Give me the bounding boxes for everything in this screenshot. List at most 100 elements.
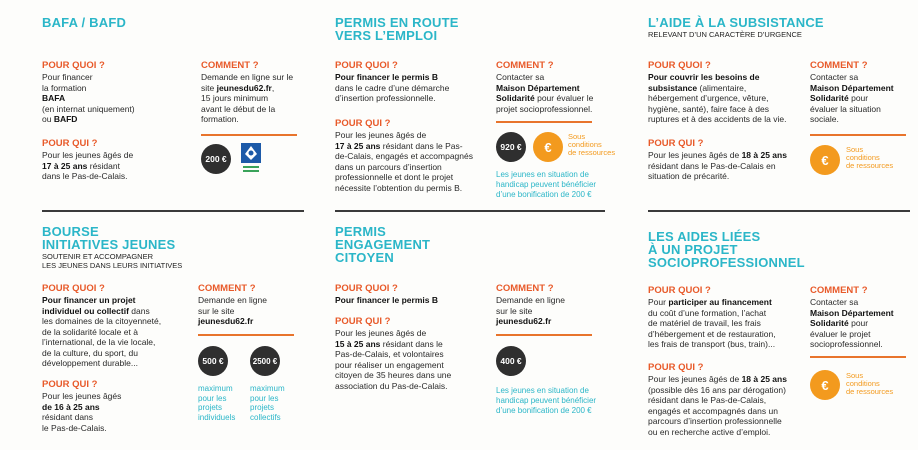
- card-permis-citoyen: PERMIS ENGAGEMENT CITOYEN: [335, 225, 595, 264]
- comment-label: COMMENT ?: [496, 283, 554, 294]
- card-aides-projet: LES AIDES LIÉES À UN PROJET SOCIOPROFESS…: [648, 230, 908, 269]
- text-line: de la solidarité locale et à: [42, 326, 138, 337]
- text-line: sur le site: [496, 305, 533, 316]
- orange-rule: [496, 334, 592, 336]
- website-link[interactable]: jeunesdu62.fr: [496, 316, 552, 326]
- euro-icon: €: [810, 145, 840, 175]
- text-line: Pour financer le permis B: [335, 295, 438, 305]
- text-line: Les jeunes en situation de: [496, 386, 589, 395]
- card-bafa: BAFA / BAFD: [42, 16, 302, 29]
- text-line: site: [201, 82, 217, 93]
- text-line: pour réaliser un engagement: [335, 359, 444, 370]
- handicap-note: Les jeunes en situation de handicap peuv…: [496, 170, 596, 200]
- text-line: d’une bonification de 200 €: [496, 190, 592, 199]
- text-line: 17 à 25 ans: [42, 160, 88, 171]
- text-line: l’international, de la vie locale,: [42, 337, 156, 347]
- amount-badge: 500 €: [198, 346, 228, 376]
- text-line: de ressources: [568, 148, 616, 157]
- text-line: pour les: [198, 393, 227, 403]
- text-line: pour les: [250, 393, 279, 403]
- text-line: du coût d’une formation, l’achat: [648, 307, 767, 318]
- text-line: participer au financement: [668, 297, 772, 307]
- comment-label: COMMENT ?: [810, 60, 868, 71]
- text-line: citoyen de 35 heures dans une: [335, 370, 452, 380]
- text-line: conditions: [846, 153, 880, 162]
- pourqui-label: POUR QUI ?: [648, 362, 704, 373]
- text-line: projets: [250, 403, 275, 412]
- text-line: Demande en ligne: [198, 295, 267, 305]
- text-line: dans: [128, 305, 150, 316]
- text-line: Contacter sa: [496, 72, 545, 82]
- pourqui-label: POUR QUI ?: [335, 118, 391, 129]
- text-line: conditions: [568, 140, 602, 149]
- text-line: ,: [271, 82, 275, 93]
- amount-badge: 400 €: [496, 346, 526, 376]
- divider: [335, 210, 605, 212]
- website-link[interactable]: jeunesdu62.fr: [198, 316, 254, 326]
- website-link[interactable]: jeunesdu62.fr: [216, 82, 272, 93]
- aides-projet-pourquoi: POUR QUOI ? Pour participer au financeme…: [648, 285, 808, 350]
- text-line: Sous: [846, 145, 864, 154]
- bafa-pourquoi: POUR QUOI ? Pour financer la formation B…: [42, 60, 182, 125]
- text-line: Demande en ligne sur le: [201, 72, 294, 82]
- text-line: Contacter sa: [810, 72, 859, 82]
- text-line: BAFD: [53, 114, 78, 124]
- card-subtitle: SOUTENIR ET ACCOMPAGNER: [42, 252, 153, 261]
- permis-citoyen-pourqui: POUR QUI ? Pour les jeunes âgés de 15 à …: [335, 316, 485, 391]
- text-line: 15 jours minimum: [201, 93, 269, 103]
- card-subtitle: LES JEUNES DANS LEURS INITIATIVES: [42, 261, 183, 270]
- pourqui-label: POUR QUI ?: [648, 138, 704, 149]
- pourquoi-label: POUR QUOI ?: [335, 283, 398, 294]
- text-line: sociale.: [810, 114, 839, 124]
- text-line: Solidarité: [810, 93, 849, 103]
- text-line: développement durable...: [42, 358, 138, 368]
- text-line: Les jeunes en situation de: [496, 170, 589, 179]
- text-line: Maison Département: [810, 307, 894, 318]
- orange-rule: [810, 356, 906, 358]
- orange-rule: [198, 334, 294, 336]
- text-line: Pour les jeunes âgés de: [42, 150, 134, 160]
- text-line: BAFA: [42, 93, 66, 103]
- text-line: Pour les jeunes âgés de: [335, 328, 427, 338]
- amount-badge: 920 €: [496, 132, 526, 162]
- text-line: de ressources: [846, 161, 894, 170]
- text-line: de-Calais, engagés et accompagnés: [335, 151, 473, 161]
- card-title: VERS L’EMPLOI: [335, 28, 438, 43]
- text-line: ou en recherche active d’emploi.: [648, 426, 771, 437]
- subsistance-pourquoi: POUR QUOI ? Pour couvrir les besoins de …: [648, 60, 808, 125]
- text-line: hébergement d’urgence, vêture,: [648, 93, 769, 103]
- text-line: les domaines de la citoyenneté,: [42, 316, 162, 326]
- text-line: conditions: [846, 379, 880, 388]
- text-line: résidant dans: [42, 412, 94, 422]
- caf-logo-icon: [240, 142, 262, 174]
- text-line: Contacter sa: [810, 297, 859, 307]
- text-line: subsistance: [648, 82, 698, 93]
- bafa-pourqui: POUR QUI ? Pour les jeunes âgés de 17 à …: [42, 138, 182, 182]
- text-line: (possible dès 16 ans par dérogation): [648, 384, 786, 395]
- text-line: ruptures et à des accidents de la vie.: [648, 114, 787, 124]
- amount-badge: 200 €: [201, 144, 231, 174]
- text-line: association du Pas-de-Calais.: [335, 380, 448, 391]
- text-line: Pour: [648, 297, 669, 307]
- permis-route-comment: COMMENT ? Contacter sa Maison Départemen…: [496, 60, 626, 114]
- text-line: 18 à 25 ans: [741, 374, 787, 384]
- max-note-collective: maximum pour les projets collectifs: [250, 384, 285, 422]
- divider: [648, 210, 910, 212]
- aides-projet-comment: COMMENT ? Contacter sa Maison Départemen…: [810, 285, 910, 350]
- text-line: pour: [848, 318, 869, 328]
- text-line: projet socioprofessionnel.: [496, 103, 593, 114]
- divider: [42, 210, 304, 212]
- pourqui-label: POUR QUI ?: [42, 138, 98, 149]
- bourse-pourquoi: POUR QUOI ? Pour financer un projet indi…: [42, 283, 192, 369]
- text-line: évaluer le projet: [810, 328, 871, 339]
- text-line: dans le Pas-de-Calais.: [42, 171, 128, 181]
- pourqui-label: POUR QUI ?: [42, 379, 98, 390]
- text-line: hygiène, santé), faire face à des: [648, 103, 769, 114]
- card-title: INITIATIVES JEUNES: [42, 237, 176, 252]
- bourse-comment: COMMENT ? Demande en ligne sur le site j…: [198, 283, 308, 327]
- text-line: de matériel de travail, les frais: [648, 318, 761, 328]
- text-line: parcours d’insertion professionnelle: [648, 416, 782, 426]
- text-line: 18 à 25 ans: [741, 150, 787, 160]
- pourqui-label: POUR QUI ?: [335, 316, 391, 327]
- text-line: d’une bonification de 200 €: [496, 406, 592, 415]
